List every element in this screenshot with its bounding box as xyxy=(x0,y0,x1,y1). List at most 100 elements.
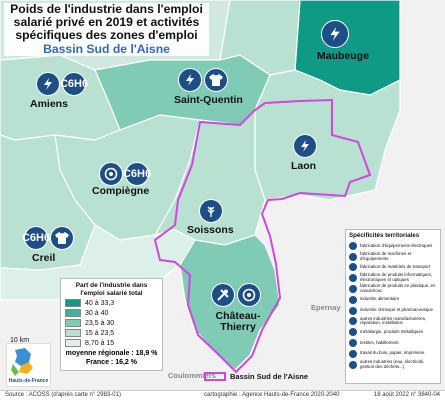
transport-icon xyxy=(349,263,357,272)
map-subtitle: Bassin Sud de l'Aisne xyxy=(43,42,170,56)
region-map xyxy=(0,0,445,390)
legend-row: 15 à 23,5 xyxy=(65,329,158,337)
bassin-outline xyxy=(153,98,372,374)
specificity-item: métallurgie, produits métalliques xyxy=(349,327,437,337)
electricite-icon xyxy=(321,20,349,48)
legend-swatch xyxy=(65,319,81,327)
specificity-label: métallurgie, produits métalliques xyxy=(360,328,423,334)
specificity-item: fabrication de produits en plastique, en… xyxy=(349,283,437,294)
legend-label: 40 à 33,3 xyxy=(85,299,115,307)
bois-papier-icon xyxy=(349,349,357,358)
textile-icon xyxy=(349,339,357,348)
legend-note-france: France : 16,2 % xyxy=(86,358,137,366)
place-label-epernay: Epernay xyxy=(311,303,341,312)
map-title-box: Poids de l'industrie dans l'emploi salar… xyxy=(4,3,209,56)
chimie-icon xyxy=(349,306,357,315)
legend-label: 23,5 à 30 xyxy=(85,319,115,327)
specificity-item: industrie alimentaire xyxy=(349,295,437,305)
hauts-de-france-logo: Hauts-de-France xyxy=(6,343,51,387)
saint-quentin-icons xyxy=(178,68,228,92)
industrie-alimentaire-icon xyxy=(199,199,223,223)
city-label-maubeuge: Maubeuge xyxy=(317,50,369,62)
legend-swatch xyxy=(65,309,81,317)
caoutchouc-icon xyxy=(99,162,123,186)
legend-label: 15 à 23,5 xyxy=(85,329,115,337)
footer: Source : ACOSS (d'après carte n° 2983-01… xyxy=(0,390,445,400)
legend-label: 8,70 à 15 xyxy=(85,339,115,347)
bassin-label: Bassin Sud de l'Aisne xyxy=(230,372,309,381)
legend-swatch xyxy=(65,339,81,347)
machines-icon xyxy=(349,252,357,261)
footer-date: 18 août 2022 n° 3840-04 xyxy=(373,392,440,398)
specificity-item: fabrication de produits informatiques, é… xyxy=(349,273,437,283)
autres-industries-icon xyxy=(349,360,357,369)
city-label-chateau-thierry: Château-Thierry xyxy=(215,310,261,333)
electricite-icon xyxy=(293,134,317,158)
machines-icon xyxy=(211,283,235,307)
specificities-title: Spécificités territoriales xyxy=(349,232,420,239)
creil-icons: C6H6 xyxy=(22,226,74,250)
specificity-item: fabrication d'équipements électriques xyxy=(349,241,437,251)
specificity-item: travail du bois, papier, imprimerie xyxy=(349,349,437,359)
laon-icons xyxy=(293,134,317,158)
electricite-icon xyxy=(36,72,60,96)
legend-label: 30 à 40 xyxy=(85,309,109,317)
footer-source: Source : ACOSS (d'après carte n° 2983-01… xyxy=(5,392,121,398)
specificity-label: autres industries (eau, électricité, ges… xyxy=(360,358,425,369)
specificity-label: travail du bois, papier, imprimerie xyxy=(360,350,425,356)
footer-credit: cartographie : Agence Hauts-de-France 20… xyxy=(204,392,340,398)
legend-row: 30 à 40 xyxy=(65,309,158,317)
specificity-label: fabrication de matériels de transport xyxy=(360,264,431,270)
caoutchouc-icon xyxy=(349,285,357,294)
legend-specificities: Spécificités territoriales fabrication d… xyxy=(345,229,441,384)
city-label-laon: Laon xyxy=(291,160,317,172)
electricite-icon xyxy=(349,241,357,250)
legend-swatch xyxy=(65,329,81,337)
specificity-item: autres industries manufacturières, répar… xyxy=(349,315,437,327)
soissons-icons xyxy=(199,199,223,223)
chimie-icon: C6H6 xyxy=(123,162,151,186)
metallurgie-icon xyxy=(349,328,357,337)
legend-row: 40 à 33,3 xyxy=(65,299,158,307)
specificity-label: fabrication de machines et d'équipements xyxy=(360,250,412,261)
compiegne-icons: C6H6 xyxy=(99,162,151,186)
specificity-item: fabrication de machines et d'équipements xyxy=(349,250,437,262)
chimie-icon: C6H6 xyxy=(22,226,50,250)
specificity-label: industrie alimentaire xyxy=(360,296,400,302)
reparation-icon xyxy=(349,317,357,326)
city-label-saint-quentin: Saint-Quentin xyxy=(174,94,243,106)
electricite-icon xyxy=(178,68,202,92)
specificity-item: textiles, habillement xyxy=(349,338,437,348)
bassin-swatch xyxy=(204,372,226,381)
informatique-icon xyxy=(349,274,357,283)
specificity-label: fabrication d'équipements électriques xyxy=(360,242,433,248)
specificity-item: industrie chimique et pharmaceutique xyxy=(349,306,437,316)
legend-row: 8,70 à 15 xyxy=(65,339,158,347)
logo-mark xyxy=(11,348,33,376)
caoutchouc-icon xyxy=(237,283,261,307)
logo-text: Hauts-de-France xyxy=(8,378,49,384)
specificity-label: industrie chimique et pharmaceutique xyxy=(360,307,433,313)
city-label-amiens: Amiens xyxy=(30,98,68,110)
place-label-coulommiers: Coulommiers xyxy=(168,371,216,380)
textile-icon xyxy=(50,226,74,250)
chateau-thierry-icons xyxy=(211,283,261,307)
legend-swatch xyxy=(65,299,81,307)
specificity-item: fabrication de matériels de transport xyxy=(349,263,437,273)
map-title: Poids de l'industrie dans l'emploi salar… xyxy=(10,2,203,42)
city-label-soissons: Soissons xyxy=(187,224,234,236)
chimie-icon: C6H6 xyxy=(60,72,88,96)
amiens-icons: C6H6 xyxy=(36,72,88,96)
legend-title: Part de l'industrie dans l'emploi salari… xyxy=(75,282,148,297)
legend-row: 23,5 à 30 xyxy=(65,319,158,327)
specificity-label: fabrication de produits informatiques, é… xyxy=(360,272,432,283)
industrie-alimentaire-icon xyxy=(349,295,357,304)
city-label-creil: Creil xyxy=(32,252,56,264)
city-label-compiegne: Compiègne xyxy=(92,185,150,197)
maubeuge-icons xyxy=(321,20,349,48)
specificity-label: autres industries manufacturières, répar… xyxy=(360,315,427,326)
scale-label: 10 km xyxy=(10,337,30,344)
specificity-item: autres industries (eau, électricité, ges… xyxy=(349,358,437,370)
legend-share: Part de l'industrie dans l'emploi salari… xyxy=(60,278,163,371)
